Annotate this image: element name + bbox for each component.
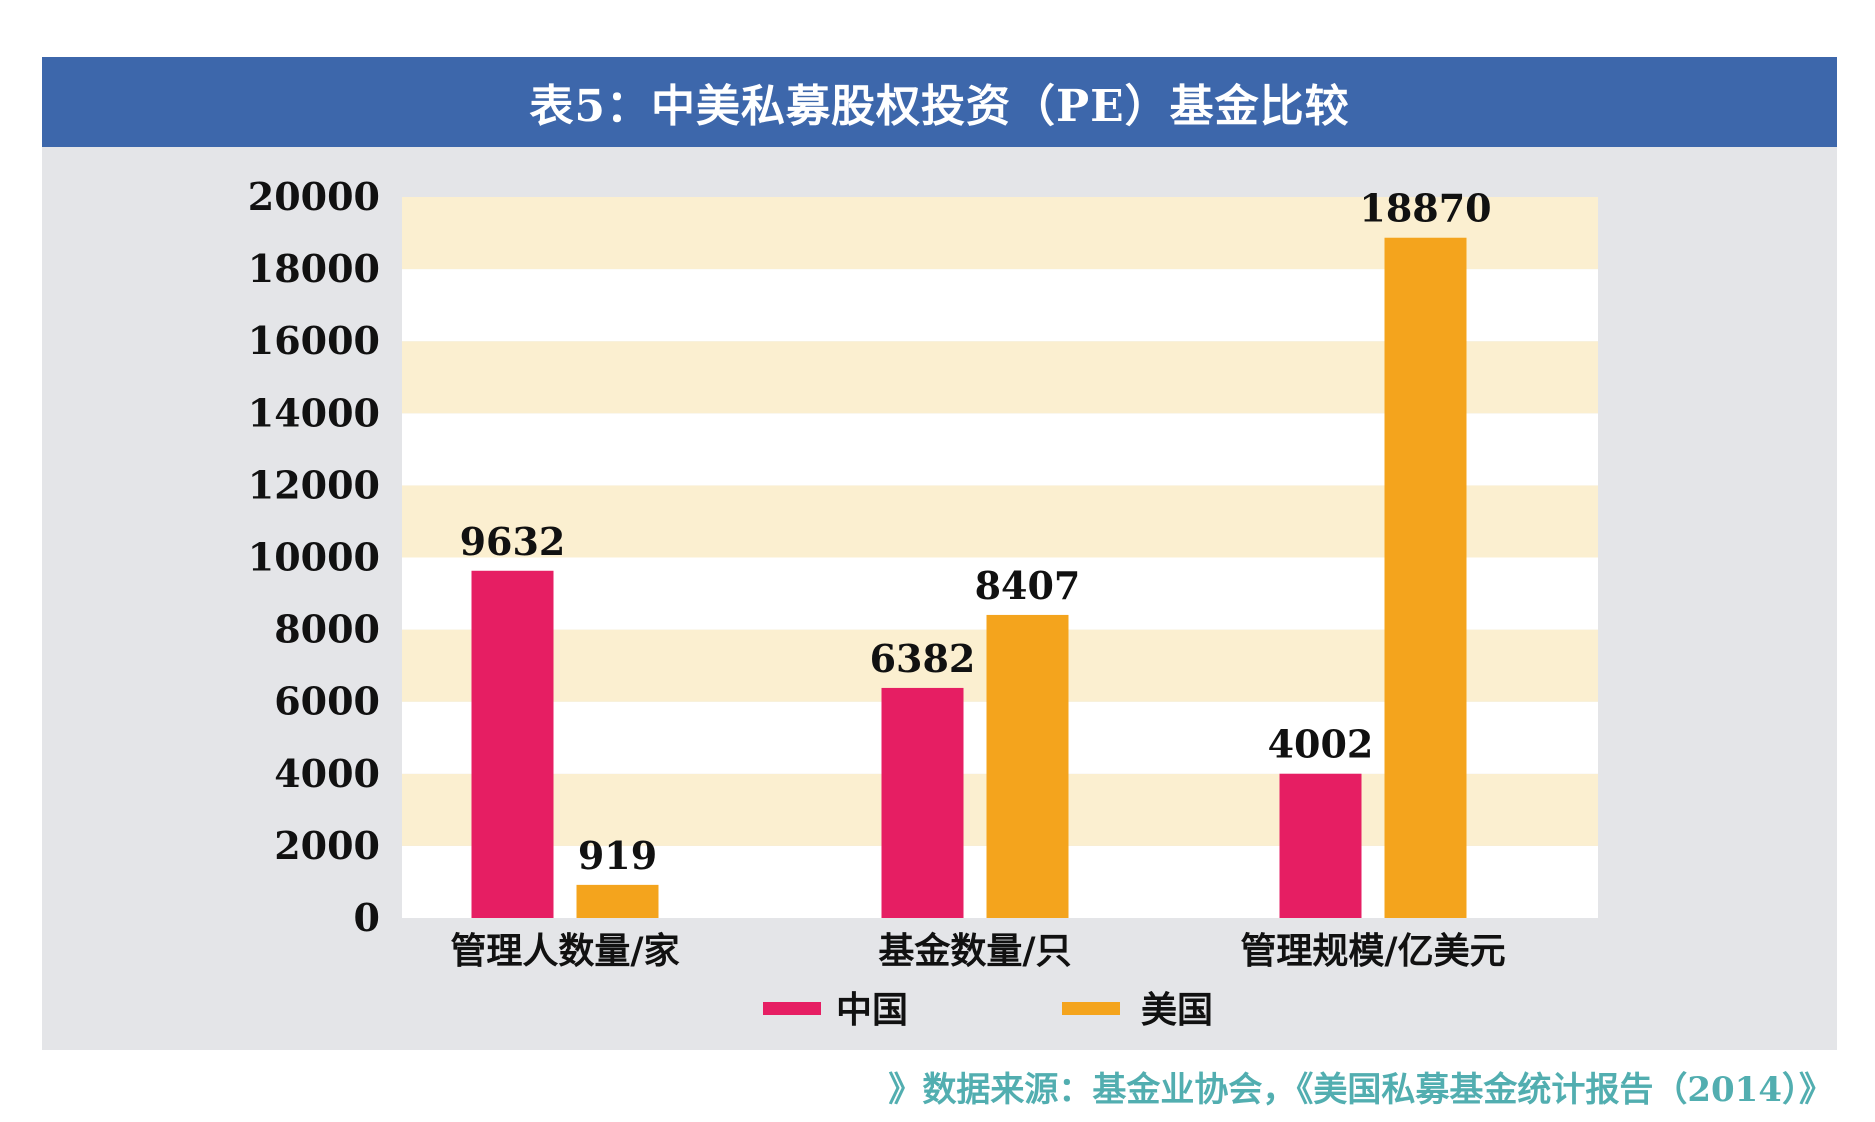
y-tick-label: 6000 <box>274 679 380 724</box>
bar-china <box>881 687 964 918</box>
chart-title: 表5：中美私募股权投资（PE）基金比较 <box>529 81 1350 132</box>
data-label: 6382 <box>870 636 976 681</box>
bar-china <box>471 570 554 918</box>
y-tick-label: 18000 <box>248 246 380 291</box>
bar-china <box>1279 773 1362 918</box>
y-tick-label: 20000 <box>248 174 380 219</box>
data-label: 919 <box>578 833 657 878</box>
y-tick-label: 0 <box>354 895 380 940</box>
legend-label: 美国 <box>1141 989 1213 1031</box>
data-label: 9632 <box>460 519 566 564</box>
data-label: 4002 <box>1268 722 1374 767</box>
source-note: 》数据来源：基金业协会，《美国私募基金统计报告（2014）》 <box>888 1070 1833 1110</box>
data-label: 8407 <box>975 563 1081 608</box>
bar-usa <box>986 614 1069 918</box>
legend-label: 中国 <box>836 989 908 1031</box>
y-tick-label: 16000 <box>248 318 380 363</box>
y-tick-label: 8000 <box>274 607 380 652</box>
x-category-label: 基金数量/只 <box>878 930 1071 972</box>
y-tick-label: 2000 <box>274 823 380 868</box>
x-category-label: 管理规模/亿美元 <box>1240 930 1505 972</box>
data-label: 18870 <box>1359 186 1491 231</box>
legend-swatch-usa <box>1062 1002 1120 1015</box>
y-tick-label: 14000 <box>248 390 380 435</box>
y-tick-label: 10000 <box>248 535 380 580</box>
y-tick-label: 12000 <box>248 462 380 507</box>
x-category-label: 管理人数量/家 <box>450 930 679 972</box>
bar-usa <box>576 884 659 918</box>
title-bar: 表5：中美私募股权投资（PE）基金比较 <box>42 57 1837 147</box>
bar-usa <box>1384 237 1467 918</box>
legend-swatch-china <box>763 1002 821 1015</box>
y-tick-label: 4000 <box>274 751 380 796</box>
